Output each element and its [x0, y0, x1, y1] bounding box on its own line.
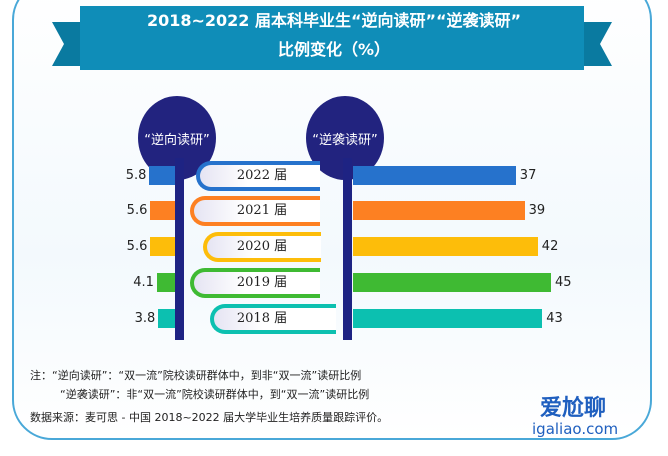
card-frame — [12, 0, 652, 440]
data-source: 数据来源：麦可思 - 中国 2018~2022 届大学毕业生培养质量跟踪评价。 — [30, 411, 389, 424]
book-2 — [203, 232, 321, 262]
category-label: 2019 届 — [236, 275, 288, 290]
left-value-label: 5.6 — [126, 239, 148, 254]
right-value-label: 37 — [519, 168, 537, 183]
left-bar — [150, 201, 175, 220]
title-banner — [52, 6, 612, 70]
right-bar — [353, 237, 538, 256]
left-bar — [149, 166, 175, 185]
right-bar — [353, 201, 525, 220]
left-value-label: 3.8 — [134, 311, 156, 326]
right-value-label: 45 — [555, 275, 572, 290]
category-label: 2020 届 — [236, 239, 288, 254]
left-value-label: 4.1 — [133, 275, 154, 290]
left-value-label: 5.8 — [125, 168, 147, 183]
book-0 — [196, 161, 320, 191]
category-label: 2021 届 — [236, 203, 288, 218]
note-line-2: “逆袭读研”：非“双一流”院校读研群体中，到“双一流”读研比例 — [60, 388, 370, 401]
left-bar — [150, 237, 175, 256]
right-bar — [353, 273, 551, 292]
left-pillar — [175, 158, 184, 340]
watermark-url: igaliao.com — [532, 420, 619, 438]
right-pillar — [343, 158, 352, 340]
chart-title: 2018~2022 届本科毕业生“逆向读研”“逆袭读研” 比例变化（%） — [80, 6, 588, 64]
book-4 — [210, 304, 336, 334]
left-bar — [156, 273, 175, 292]
title-line-1: 2018~2022 届本科毕业生“逆向读研”“逆袭读研” — [146, 11, 522, 30]
right-value-label: 43 — [546, 311, 563, 326]
category-label: 2022 届 — [236, 168, 288, 183]
book-1 — [190, 196, 320, 226]
right-value-label: 39 — [528, 203, 546, 218]
note-line-1: 注：“逆向读研”：“双一流”院校读研群体中，到非“双一流”读研比例 — [30, 369, 362, 382]
series-label-right: “逆袭读研” — [312, 132, 378, 148]
right-value-label: 42 — [541, 239, 559, 254]
right-bar — [353, 166, 516, 185]
series-label-left: “逆向读研” — [144, 132, 210, 148]
title-line-2: 比例变化（%） — [277, 40, 391, 59]
right-bar — [353, 309, 543, 328]
watermark-logo: 爱尬聊 — [540, 396, 607, 421]
category-label: 2018 届 — [236, 311, 288, 326]
left-bar — [158, 309, 175, 328]
left-value-label: 5.6 — [126, 203, 148, 218]
book-3 — [190, 268, 320, 298]
